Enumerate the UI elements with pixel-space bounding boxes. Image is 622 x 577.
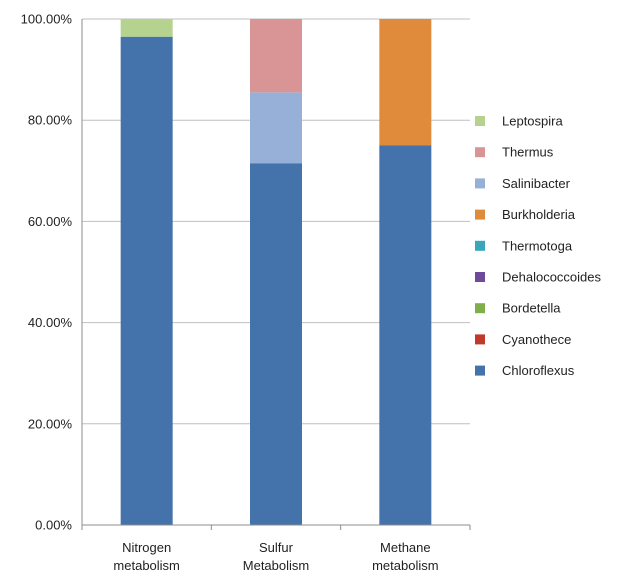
legend-swatch-thermotoga (475, 240, 485, 251)
y-tick-label: 40.00% (28, 315, 73, 330)
x-category-label: Nitrogen (122, 540, 171, 555)
legend-label: Chloroflexus (502, 363, 575, 378)
bar-segment-thermus (250, 19, 302, 93)
bar-segment-chloroflexus (250, 163, 302, 525)
bar-segment-chloroflexus (120, 36, 173, 526)
y-tick-label: 80.00% (28, 113, 73, 128)
legend-swatch-salinibacter (475, 178, 485, 189)
legend-label: Thermotoga (502, 238, 573, 253)
legend-swatch-chloroflexus (475, 365, 485, 376)
legend-swatch-bordetella (475, 303, 485, 314)
legend-label: Dehalococcoides (502, 270, 602, 285)
x-category-label: Methane (380, 540, 431, 555)
legend-swatch-thermus (475, 147, 485, 158)
legend-label: Leptospira (502, 114, 563, 129)
legend-label: Cyanothece (502, 332, 571, 347)
legend-swatch-leptospira (475, 116, 485, 126)
y-tick-label: 60.00% (28, 214, 73, 229)
x-category-label: metabolism (372, 558, 438, 573)
legend-swatch-burkholderia (475, 209, 485, 220)
legend: Leptospira Thermus Salinibacter Burkholderi… (475, 114, 602, 378)
bar-segment-burkholderia (379, 19, 432, 146)
bar-segment-salinibacter (250, 92, 302, 164)
legend-label: Burkholderia (502, 207, 576, 222)
bar-segment-chloroflexus (379, 145, 432, 525)
bar-segment-leptospira (120, 19, 173, 37)
y-tick-label: 20.00% (28, 416, 73, 431)
legend-label: Thermus (502, 145, 554, 160)
x-category-label: Sulfur (259, 540, 294, 555)
legend-swatch-dehalococcoides (475, 272, 485, 282)
x-category-label: Metabolism (243, 558, 309, 573)
legend-swatch-cyanothece (475, 334, 485, 345)
legend-label: Salinibacter (502, 176, 571, 191)
legend-label: Bordetella (502, 301, 561, 316)
x-category-label: metabolism (113, 558, 179, 573)
y-tick-label: 0.00% (35, 518, 72, 533)
y-tick-label: 100.00% (21, 12, 73, 27)
bars (120, 19, 432, 526)
axes: 0.00% 20.00% 40.00% 60.00% 80.00% 100.00% Nitr… (21, 12, 471, 573)
